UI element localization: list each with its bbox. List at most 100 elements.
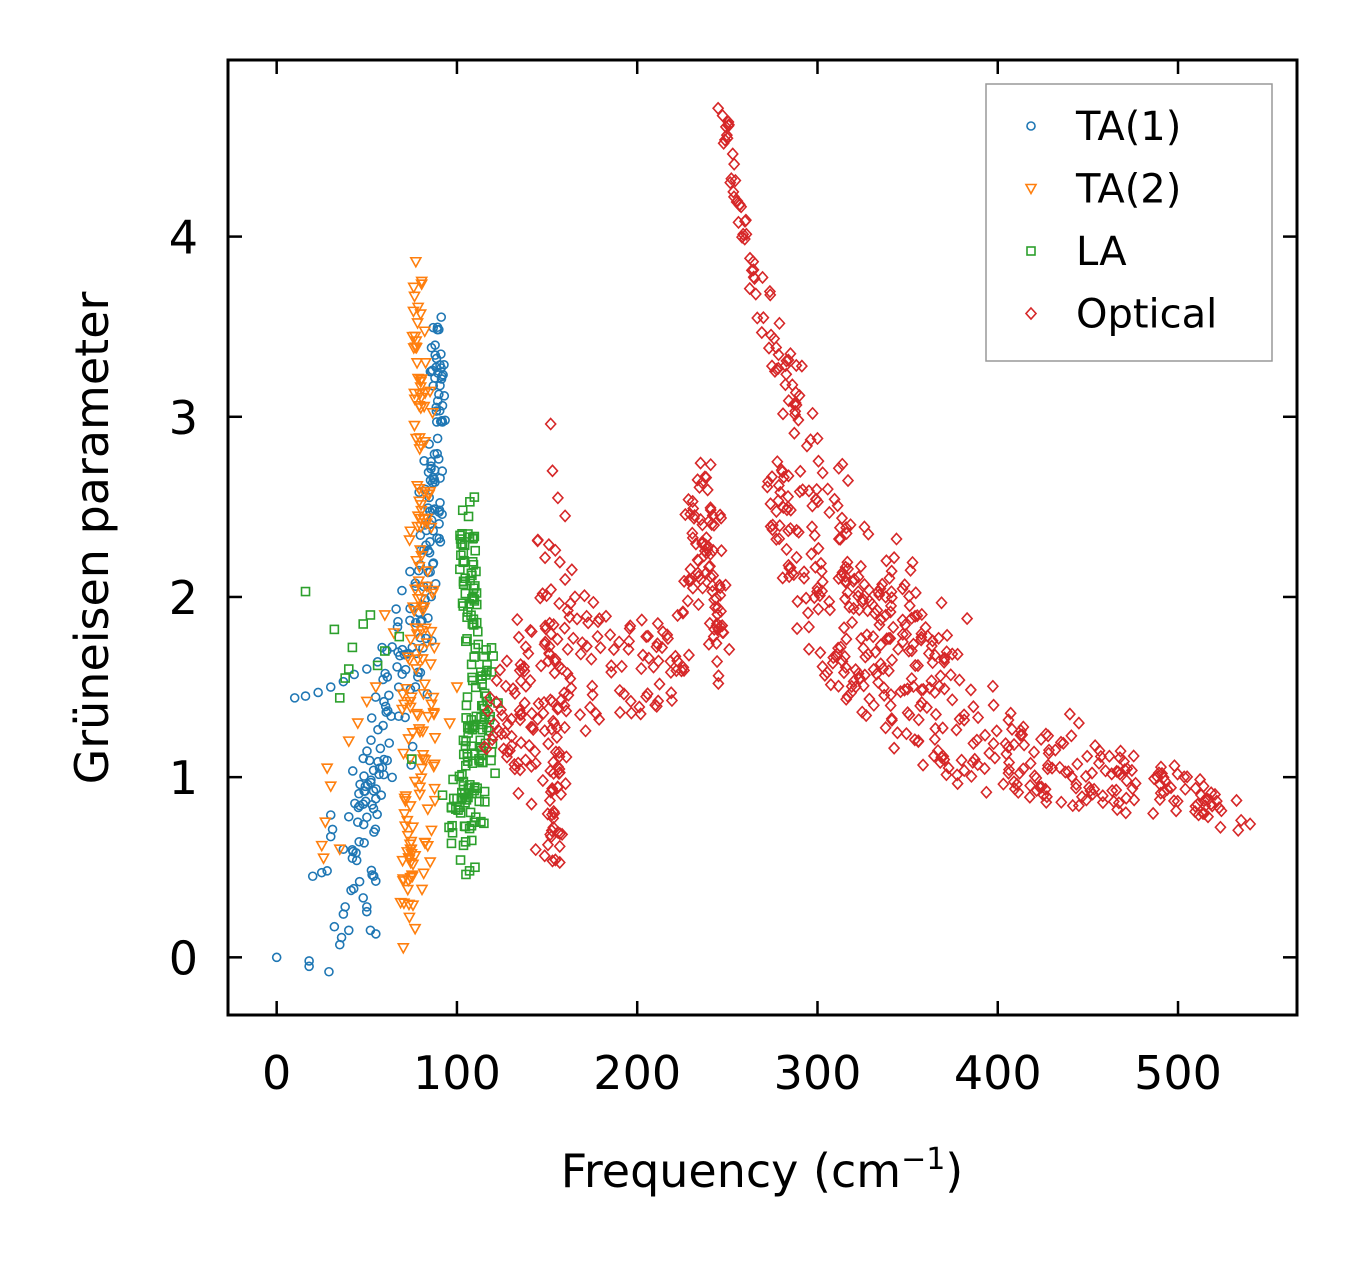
data-point: [428, 783, 441, 796]
data-point: [495, 727, 508, 741]
data-point: [514, 657, 527, 672]
data-point: [640, 629, 653, 644]
data-point: [525, 706, 538, 721]
data-point: [1071, 757, 1084, 771]
data-point: [464, 866, 475, 876]
y-tick-label: 0: [169, 931, 198, 985]
data-point: [698, 470, 711, 484]
data-point: [411, 302, 425, 315]
data-point: [461, 760, 471, 771]
data-point: [419, 456, 429, 466]
data-point: [358, 619, 369, 629]
data-point: [448, 793, 459, 804]
data-point: [812, 454, 825, 468]
data-point: [599, 609, 613, 623]
data-point: [1129, 776, 1142, 791]
data-point: [558, 686, 571, 700]
data-point: [912, 713, 925, 727]
data-point: [625, 706, 638, 720]
data-point: [407, 741, 418, 752]
data-point: [705, 517, 718, 532]
data-point: [896, 582, 909, 596]
data-point: [413, 789, 427, 802]
data-point: [406, 728, 420, 740]
data-point: [546, 854, 559, 868]
data-point: [567, 631, 580, 645]
data-point: [416, 750, 430, 762]
data-point: [908, 609, 922, 623]
data-point: [747, 270, 760, 284]
data-point: [783, 569, 796, 584]
data-point: [359, 838, 369, 848]
data-point: [712, 676, 725, 691]
data-point: [613, 635, 626, 649]
data-point: [679, 507, 692, 522]
data-point: [413, 545, 427, 557]
data-point: [404, 526, 417, 538]
data-point: [573, 707, 587, 722]
data-point: [757, 310, 770, 325]
data-point: [928, 648, 941, 662]
data-point: [580, 609, 593, 624]
data-point: [857, 679, 870, 693]
data-point: [422, 489, 436, 502]
data-point: [410, 555, 423, 568]
data-point: [466, 835, 477, 846]
data-point: [424, 659, 437, 671]
data-point: [681, 594, 694, 608]
data-point: [682, 648, 696, 662]
data-point: [340, 902, 350, 912]
data-point: [806, 406, 819, 421]
data-point: [671, 654, 684, 668]
data-point: [1110, 783, 1123, 797]
data-point: [862, 583, 875, 597]
data-point: [379, 754, 389, 765]
data-point: [847, 674, 860, 689]
data-point: [477, 679, 487, 689]
data-point: [773, 316, 786, 331]
data-point: [1112, 765, 1125, 779]
data-point: [905, 644, 918, 658]
data-point: [405, 603, 415, 614]
data-point: [1013, 766, 1026, 780]
data-point: [775, 463, 788, 477]
data-point: [402, 734, 415, 746]
data-point: [711, 607, 724, 622]
legend-entry: TA(1): [1026, 104, 1181, 150]
data-point: [465, 575, 475, 586]
data-point: [723, 642, 736, 657]
data-point: [1120, 774, 1133, 788]
data-point: [858, 520, 871, 534]
data-point: [324, 781, 338, 793]
data-point: [615, 659, 628, 674]
data-point: [545, 807, 559, 822]
data-point: [397, 585, 407, 596]
data-point: [453, 805, 463, 815]
data-point: [470, 545, 481, 556]
data-point: [405, 870, 419, 882]
data-point: [987, 698, 1000, 712]
data-point: [423, 386, 437, 399]
data-point: [512, 756, 525, 770]
data-point: [410, 358, 424, 370]
data-point: [343, 925, 354, 936]
data-point: [964, 683, 977, 697]
data-point: [565, 681, 578, 695]
y-tick-label: 1: [169, 751, 198, 805]
data-point: [635, 661, 648, 676]
data-point: [543, 646, 556, 660]
x-tick-label: 300: [774, 1046, 862, 1100]
data-point: [479, 818, 489, 829]
data-point: [460, 573, 471, 584]
legend-marker: [1024, 183, 1038, 196]
data-point: [827, 650, 840, 665]
data-point: [1232, 823, 1245, 837]
data-point: [425, 475, 436, 486]
data-point: [358, 819, 369, 830]
data-point: [541, 838, 555, 852]
data-point: [884, 631, 897, 646]
data-point: [342, 736, 356, 748]
data-point: [481, 704, 494, 718]
data-point: [477, 750, 488, 761]
data-point: [854, 559, 867, 574]
